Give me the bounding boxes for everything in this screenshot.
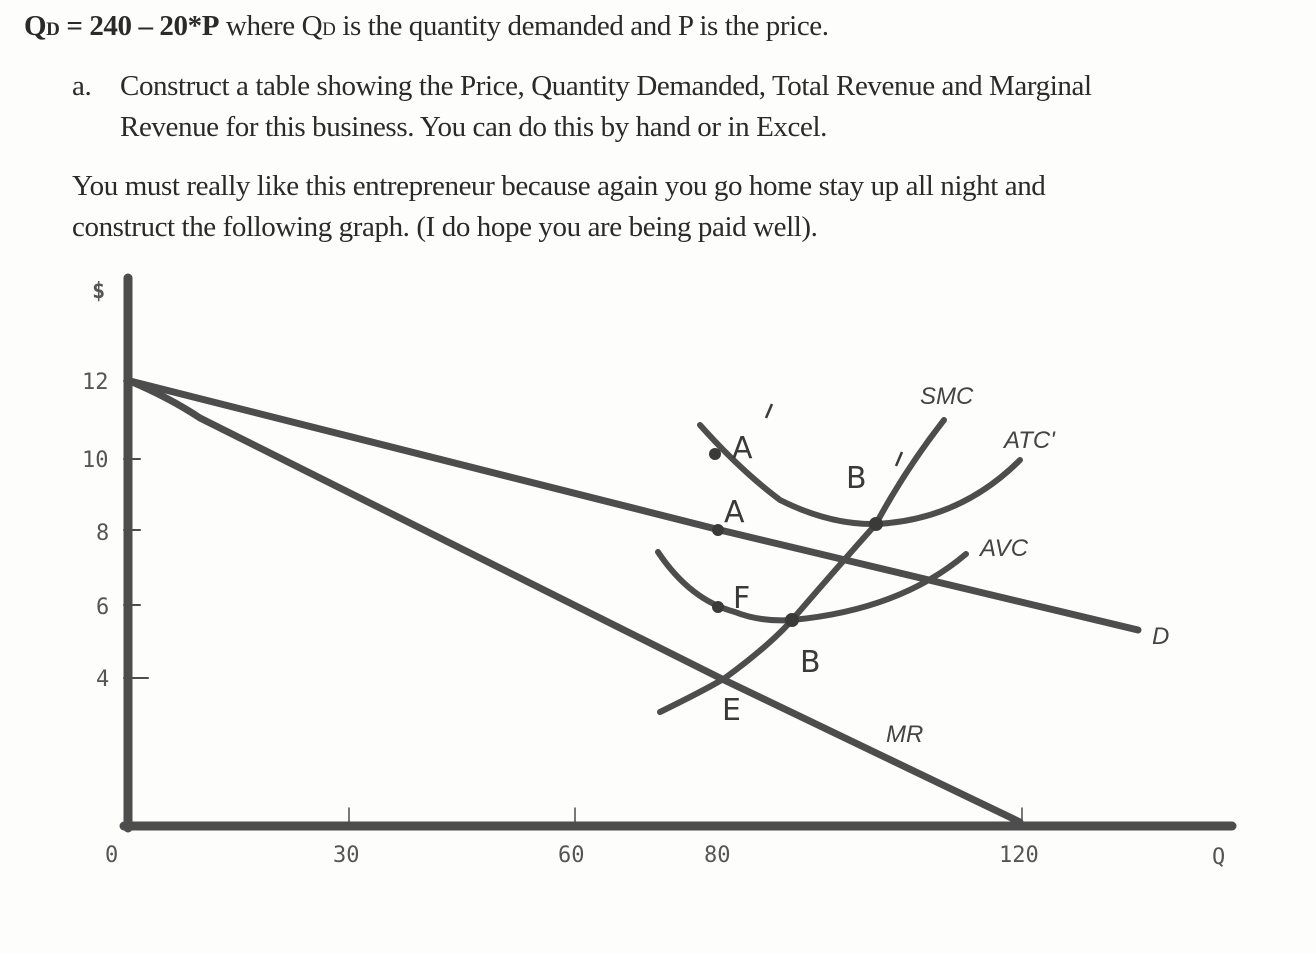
- where-text: where Q: [219, 10, 323, 42]
- y-tick-12: 12: [82, 370, 109, 395]
- x-tick-80: 80: [704, 843, 731, 868]
- avc-label: AVC: [978, 535, 1029, 562]
- marginal-revenue-curve: [126, 377, 1024, 826]
- y-tick-4: 4: [96, 667, 109, 692]
- point-b-marker: [785, 613, 799, 627]
- equation-line: QD = 240 – 20*P where QD is the quantity…: [24, 10, 829, 43]
- point-a-prime-label: A: [732, 431, 753, 466]
- point-a-marker: [712, 524, 724, 536]
- equation-subscript: D: [46, 19, 60, 40]
- y-tick-8: 8: [96, 521, 109, 546]
- definition-text: is the quantity demanded and P is the pr…: [335, 10, 829, 42]
- point-f-label: F: [733, 581, 750, 616]
- point-b-prime-marker: [869, 517, 883, 531]
- paragraph-line-2: construct the following graph. (I do hop…: [72, 211, 818, 243]
- x-tick-30: 30: [333, 843, 360, 868]
- x-tick-60: 60: [558, 843, 585, 868]
- point-b-prime-label: B: [846, 461, 867, 496]
- atc-label: ATC': [1002, 427, 1056, 454]
- equation-q: Q: [24, 10, 47, 42]
- demand-label: D: [1152, 623, 1169, 650]
- item-a-line-1: Construct a table showing the Price, Qua…: [120, 70, 1092, 102]
- y-tick-6: 6: [96, 595, 109, 620]
- point-f-marker: [712, 601, 724, 613]
- point-e-label: E: [722, 693, 741, 728]
- y-unit-label: $: [92, 279, 105, 304]
- x-tick-120: 120: [999, 843, 1039, 868]
- smc-label: SMC: [920, 383, 974, 410]
- atc-curve: [697, 422, 1023, 528]
- demand-curve: [126, 377, 1142, 634]
- point-a-prime-marker: [709, 448, 721, 460]
- point-a-label: A: [724, 495, 745, 530]
- x-unit-label: Q: [1212, 845, 1225, 870]
- point-b-label: B: [800, 645, 821, 680]
- item-a-line-2: Revenue for this business. You can do th…: [120, 111, 827, 143]
- smc-curve: [657, 417, 947, 715]
- avc-curve: [655, 549, 969, 624]
- x-tick-0: 0: [105, 843, 118, 868]
- paragraph-line-1: You must really like this entrepreneur b…: [72, 170, 1046, 202]
- mr-label: MR: [886, 721, 923, 748]
- where-subscript: D: [322, 19, 336, 40]
- y-tick-10: 10: [82, 448, 109, 473]
- item-a-marker: a.: [72, 70, 92, 102]
- equation-expression: = 240 – 20*P: [59, 10, 220, 42]
